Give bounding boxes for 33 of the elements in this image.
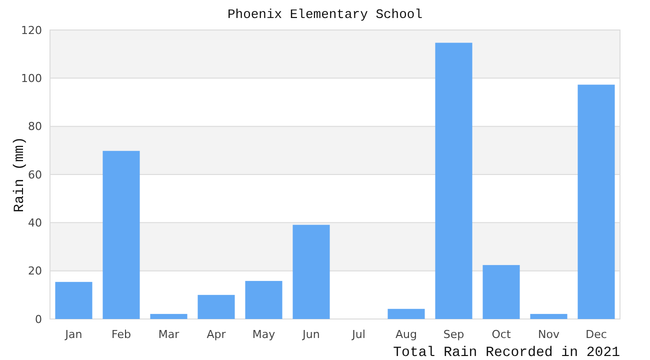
x-tick-label: Feb bbox=[112, 328, 131, 341]
x-tick-label: Jul bbox=[351, 328, 366, 341]
y-tick-label: 60 bbox=[28, 168, 42, 182]
x-tick-label: Apr bbox=[206, 328, 226, 341]
bar bbox=[150, 314, 188, 319]
bar bbox=[578, 84, 615, 319]
y-tick-label: 120 bbox=[21, 24, 42, 37]
y-tick-label: 40 bbox=[28, 216, 42, 230]
bar bbox=[435, 42, 472, 319]
y-tick-label: 100 bbox=[21, 72, 42, 86]
x-tick-label: Mar bbox=[158, 328, 180, 341]
x-tick-label: Aug bbox=[396, 328, 417, 341]
x-tick-label: Nov bbox=[538, 328, 560, 341]
x-tick-label: Oct bbox=[492, 328, 512, 341]
y-tick-label: 80 bbox=[28, 120, 42, 134]
y-tick-label: 20 bbox=[28, 264, 42, 278]
y-axis-title: Rain (mm) bbox=[12, 136, 28, 212]
bar bbox=[388, 308, 425, 319]
bar bbox=[198, 294, 235, 319]
x-tick-label: May bbox=[252, 328, 276, 341]
bar bbox=[55, 282, 92, 319]
bar bbox=[530, 314, 568, 319]
y-tick-label: 0 bbox=[35, 312, 42, 326]
bar bbox=[102, 150, 140, 319]
x-tick-label: Jun bbox=[302, 328, 320, 341]
x-tick-label: Dec bbox=[586, 328, 607, 341]
x-tick-label: Jan bbox=[64, 328, 82, 341]
bar bbox=[292, 224, 330, 319]
chart-title: Phoenix Elementary School bbox=[227, 7, 423, 22]
bar bbox=[245, 280, 282, 319]
bar bbox=[482, 265, 520, 319]
x-tick-label: Sep bbox=[443, 328, 464, 341]
x-axis-title: Total Rain Recorded in 2021 bbox=[393, 345, 620, 360]
